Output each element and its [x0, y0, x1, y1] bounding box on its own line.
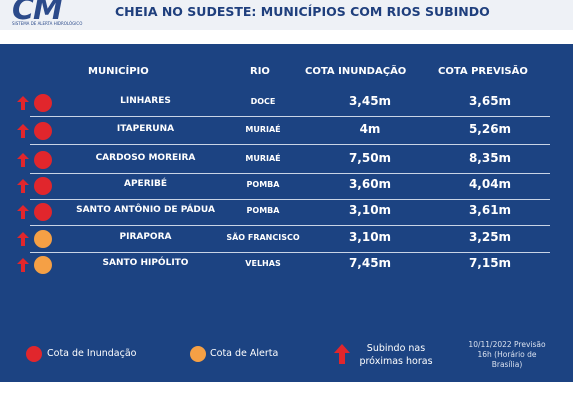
cell-cota-previsao: 3,25m: [468, 230, 512, 244]
cell-rio: DOCE: [250, 97, 276, 106]
logo-subtitle: SISTEMA DE ALERTA HIDROLÓGICO: [12, 21, 83, 26]
cell-rio: POMBA: [246, 206, 280, 215]
legend-subindo: Subindo nas próximas horas: [356, 342, 436, 368]
row-divider: [30, 144, 550, 145]
forecast-date: 10/11/2022 Previsão 16h (Horário de Bras…: [452, 340, 562, 370]
cell-cota-inundacao: 4m: [359, 122, 381, 136]
cell-cota-previsao: 7,15m: [468, 256, 512, 270]
cell-municipio: ITAPERUNA: [116, 124, 175, 134]
cell-rio: POMBA: [246, 180, 280, 189]
up-arrow-icon: [17, 179, 29, 193]
table-row: CARDOSO MOREIRA MURIAÉ 7,50m 8,35m: [0, 147, 573, 174]
status-dot: [34, 230, 52, 248]
up-arrow-icon: [17, 153, 29, 167]
cell-cota-previsao: 4,04m: [468, 177, 512, 191]
row-divider: [30, 173, 550, 174]
row-divider: [30, 225, 550, 226]
status-dot: [34, 94, 52, 112]
row-divider: [30, 252, 550, 253]
legend-inundacao: Cota de Inundação: [47, 348, 137, 359]
cell-cota-previsao: 3,65m: [468, 94, 512, 108]
logo-mark: CM: [12, 0, 63, 27]
table-row: SANTO HIPÓLITO VELHAS 7,45m 7,15m: [0, 252, 573, 276]
header-cota-inundacao: COTA INUNDAÇÃO: [305, 66, 407, 77]
cell-cota-inundacao: 7,45m: [348, 256, 392, 270]
table-row: APERIBÉ POMBA 3,60m 4,04m: [0, 173, 573, 200]
cell-municipio: APERIBÉ: [124, 179, 167, 189]
cell-rio: MURIAÉ: [245, 125, 281, 134]
header-cota-previsao: COTA PREVISÃO: [438, 66, 528, 77]
forecast-date-line3: Brasília): [491, 360, 523, 369]
cell-rio: VELHAS: [245, 259, 281, 268]
legend-subindo-line1: Subindo nas: [366, 343, 426, 354]
legend-subindo-line2: próximas horas: [359, 356, 433, 367]
forecast-date-line2: 16h (Horário de: [477, 350, 537, 359]
table-row: LINHARES DOCE 3,45m 3,65m: [0, 90, 573, 117]
status-dot: [34, 177, 52, 195]
table-row: ITAPERUNA MURIAÉ 4m 5,26m: [0, 118, 573, 145]
up-arrow-icon: [334, 344, 350, 364]
legend-alerta: Cota de Alerta: [210, 348, 279, 359]
cell-rio: SÃO FRANCISCO: [226, 233, 300, 242]
row-divider: [30, 116, 550, 117]
cell-cota-previsao: 5,26m: [468, 122, 512, 136]
header-bar: CM SISTEMA DE ALERTA HIDROLÓGICO CHEIA N…: [0, 0, 573, 30]
up-arrow-icon: [17, 96, 29, 110]
status-dot: [34, 122, 52, 140]
cell-cota-inundacao: 3,10m: [348, 203, 392, 217]
legend-red-dot: [26, 346, 42, 362]
cell-municipio: SANTO ANTÔNIO DE PÁDUA: [76, 205, 215, 215]
up-arrow-icon: [17, 124, 29, 138]
legend-orange-dot: [190, 346, 206, 362]
cell-cota-previsao: 8,35m: [468, 151, 512, 165]
cell-cota-inundacao: 3,60m: [348, 177, 392, 191]
table-row: SANTO ANTÔNIO DE PÁDUA POMBA 3,10m 3,61m: [0, 199, 573, 226]
cell-municipio: CARDOSO MOREIRA: [95, 153, 196, 163]
status-dot: [34, 256, 52, 274]
cell-municipio: PIRAPORA: [119, 232, 172, 242]
cell-cota-inundacao: 3,10m: [348, 230, 392, 244]
cell-rio: MURIAÉ: [245, 154, 281, 163]
header-municipio: MUNICÍPIO: [88, 66, 149, 77]
cell-municipio: SANTO HIPÓLITO: [102, 258, 189, 268]
data-panel: [0, 44, 573, 382]
table-row: PIRAPORA SÃO FRANCISCO 3,10m 3,25m: [0, 226, 573, 253]
status-dot: [34, 203, 52, 221]
cell-cota-previsao: 3,61m: [468, 203, 512, 217]
status-dot: [34, 151, 52, 169]
up-arrow-icon: [17, 205, 29, 219]
up-arrow-icon: [17, 232, 29, 246]
header-rio: RIO: [250, 66, 270, 77]
page-title: CHEIA NO SUDESTE: MUNICÍPIOS COM RIOS SU…: [115, 4, 490, 19]
cell-municipio: LINHARES: [120, 96, 171, 106]
cm-logo: CM SISTEMA DE ALERTA HIDROLÓGICO: [6, 0, 92, 30]
cell-cota-inundacao: 7,50m: [348, 151, 392, 165]
forecast-date-line1: 10/11/2022 Previsão: [468, 340, 546, 349]
cell-cota-inundacao: 3,45m: [348, 94, 392, 108]
up-arrow-icon: [17, 258, 29, 272]
row-divider: [30, 199, 550, 200]
